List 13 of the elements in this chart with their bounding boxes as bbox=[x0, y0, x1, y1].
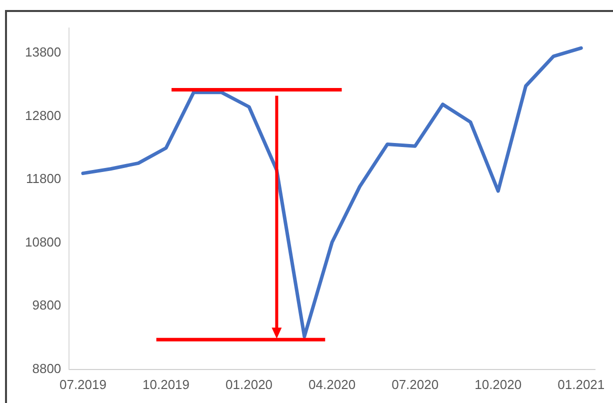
x-tick-label: 07.2020 bbox=[392, 376, 439, 392]
x-tick-label: 04.2020 bbox=[308, 376, 356, 392]
x-tick-label: 10.2019 bbox=[142, 376, 190, 392]
x-tick-label: 01.2021 bbox=[558, 376, 605, 392]
y-tick-label: 11800 bbox=[26, 171, 62, 186]
y-tick-label: 9800 bbox=[32, 298, 62, 313]
y-tick-label: 8800 bbox=[32, 360, 62, 376]
y-tick-label: 13800 bbox=[24, 44, 62, 60]
x-tick-label: 10.2020 bbox=[474, 376, 522, 392]
y-tick-label: 10800 bbox=[24, 234, 62, 250]
x-tick-label: 01.2020 bbox=[226, 376, 273, 392]
y-tick-label: 12800 bbox=[24, 108, 62, 123]
x-tick-label: 07.2019 bbox=[59, 376, 106, 392]
